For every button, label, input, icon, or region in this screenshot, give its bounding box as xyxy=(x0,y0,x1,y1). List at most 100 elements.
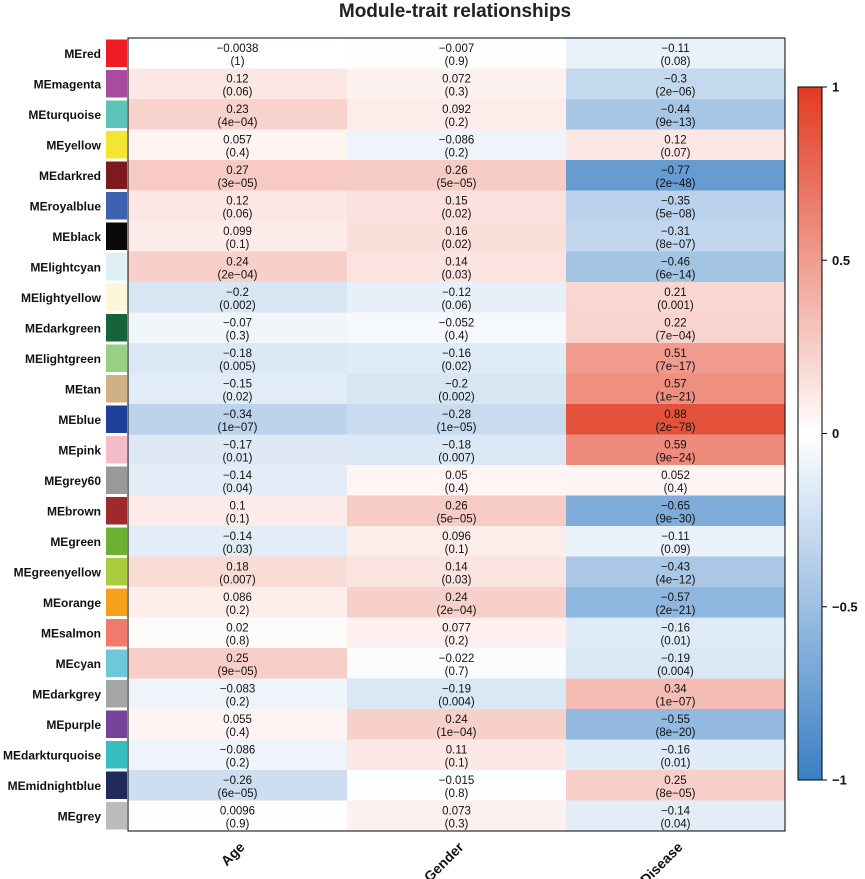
module-color-swatch xyxy=(106,344,127,372)
heatmap-cell xyxy=(128,343,348,374)
cell-pvalue-label: (0.4) xyxy=(445,331,469,343)
cell-pvalue-label: (0.007) xyxy=(438,453,475,465)
cell-correlation-label: 0.14 xyxy=(445,562,468,574)
cell-pvalue-label: (9e−24) xyxy=(656,453,696,465)
cell-correlation-label: −0.083 xyxy=(220,684,256,696)
heatmap-cell xyxy=(566,709,786,740)
cell-pvalue-label: (0.03) xyxy=(222,544,252,556)
cell-correlation-label: 0.27 xyxy=(226,165,248,177)
cell-correlation-label: −0.17 xyxy=(223,440,252,452)
cell-correlation-label: −0.31 xyxy=(661,226,690,238)
module-color-swatch xyxy=(106,436,127,464)
module-color-swatch xyxy=(106,314,127,342)
heatmap-cell xyxy=(347,648,567,679)
cell-pvalue-label: (2e−06) xyxy=(656,87,696,99)
cell-correlation-label: 0.02 xyxy=(226,623,248,635)
cell-correlation-label: 0.57 xyxy=(664,379,686,391)
cell-pvalue-label: (2e−21) xyxy=(656,605,696,617)
heatmap-cell xyxy=(128,465,348,496)
cell-correlation-label: −0.2 xyxy=(445,379,468,391)
heatmap-cell xyxy=(347,38,567,69)
heatmap-cell xyxy=(347,709,567,740)
heatmap-cell xyxy=(566,99,786,130)
heatmap-cell xyxy=(566,160,786,191)
cell-correlation-label: 0.055 xyxy=(223,714,252,726)
module-label: MEyellow xyxy=(46,138,101,152)
cell-pvalue-label: (0.3) xyxy=(445,87,469,99)
cell-correlation-label: −0.052 xyxy=(439,318,475,330)
cell-correlation-label: 0.24 xyxy=(445,714,468,726)
cell-correlation-label: −0.14 xyxy=(661,806,691,818)
cell-correlation-label: −0.3 xyxy=(664,74,687,86)
module-color-swatch xyxy=(106,771,127,799)
trait-label: Age xyxy=(218,839,248,869)
cell-correlation-label: 0.12 xyxy=(226,74,248,86)
heatmap-cell xyxy=(566,38,786,69)
cell-pvalue-label: (0.01) xyxy=(222,453,252,465)
cell-pvalue-label: (9e−30) xyxy=(656,514,696,526)
heatmap-cell xyxy=(347,373,567,405)
cell-pvalue-label: (0.004) xyxy=(438,697,475,709)
cell-correlation-label: 0.24 xyxy=(445,592,468,604)
module-label: MElightcyan xyxy=(30,260,101,274)
cell-pvalue-label: (7e−17) xyxy=(656,361,696,373)
heatmap-cell xyxy=(347,190,567,222)
module-label: MEgreen xyxy=(50,535,101,549)
heatmap-cell xyxy=(566,465,786,496)
cell-correlation-label: −0.65 xyxy=(661,501,690,513)
heatmap-cell xyxy=(566,343,786,374)
module-label: MEmagenta xyxy=(34,77,102,91)
cell-correlation-label: 0.23 xyxy=(226,104,248,116)
heatmap-cell xyxy=(128,282,348,313)
cell-correlation-label: −0.55 xyxy=(661,714,690,726)
cell-correlation-label: −0.11 xyxy=(661,531,689,543)
cell-pvalue-label: (0.4) xyxy=(226,727,250,739)
module-color-swatch xyxy=(106,527,127,555)
heatmap-cell xyxy=(347,434,567,466)
heatmap-cell xyxy=(347,770,567,801)
cell-correlation-label: 0.092 xyxy=(442,104,471,116)
cell-correlation-label: 0.086 xyxy=(223,592,252,604)
trait-label: Disease xyxy=(637,839,686,879)
module-label: MEbrown xyxy=(47,504,101,518)
cell-correlation-label: −0.15 xyxy=(223,379,252,391)
cell-correlation-label: −0.19 xyxy=(661,653,690,665)
cell-correlation-label: −0.0038 xyxy=(217,43,259,55)
cell-pvalue-label: (1e−21) xyxy=(656,392,696,404)
module-color-swatch xyxy=(106,619,127,647)
cell-correlation-label: 0.099 xyxy=(223,226,252,238)
heatmap-cell xyxy=(566,68,786,100)
cell-pvalue-label: (8e−05) xyxy=(656,788,696,800)
heatmap-cell xyxy=(128,38,348,69)
cell-correlation-label: 0.052 xyxy=(661,470,690,482)
cell-correlation-label: 0.15 xyxy=(445,196,467,208)
module-color-swatch xyxy=(106,39,127,67)
cell-correlation-label: 0.096 xyxy=(442,531,471,543)
cell-pvalue-label: (0.3) xyxy=(226,331,250,343)
cell-correlation-label: −0.14 xyxy=(223,531,253,543)
cell-correlation-label: −0.16 xyxy=(661,623,690,635)
cell-correlation-label: 0.077 xyxy=(442,623,471,635)
module-color-swatch xyxy=(106,680,127,708)
cell-correlation-label: −0.18 xyxy=(223,348,252,360)
cell-pvalue-label: (0.8) xyxy=(226,636,250,648)
module-color-swatch xyxy=(106,70,127,98)
heatmap-cell xyxy=(128,648,348,679)
cell-pvalue-label: (0.02) xyxy=(441,209,471,221)
cell-pvalue-label: (0.03) xyxy=(441,575,471,587)
cell-correlation-label: 0.51 xyxy=(664,348,686,360)
cell-pvalue-label: (1e−07) xyxy=(656,697,696,709)
cell-correlation-label: −0.07 xyxy=(223,318,252,330)
heatmap-cell xyxy=(566,404,786,435)
heatmap-cell xyxy=(347,160,567,191)
heatmap-cell xyxy=(347,678,567,710)
cell-pvalue-label: (0.2) xyxy=(226,758,250,770)
heatmap-cell xyxy=(566,800,786,832)
heatmap-cell xyxy=(566,678,786,710)
cell-pvalue-label: (0.04) xyxy=(660,819,690,831)
cell-correlation-label: −0.57 xyxy=(661,592,690,604)
module-label: MEorange xyxy=(43,596,101,610)
heatmap-cell xyxy=(347,68,567,100)
cell-pvalue-label: (0.03) xyxy=(441,270,471,282)
cell-pvalue-label: (0.1) xyxy=(445,758,469,770)
